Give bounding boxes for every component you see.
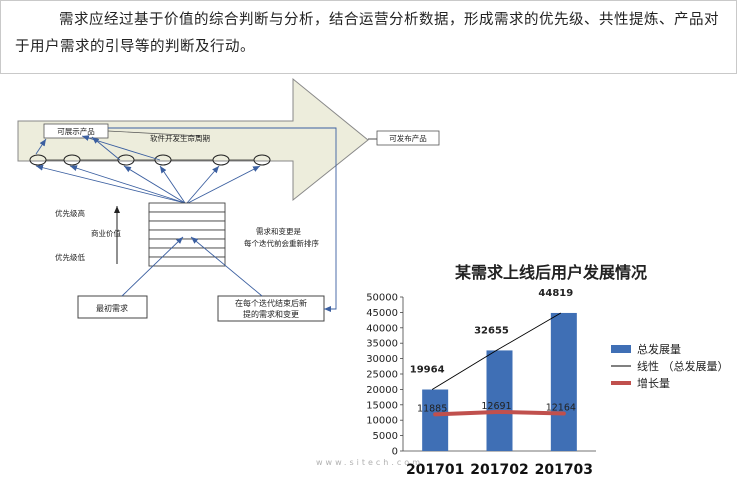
lifecycle-diagram: 可展示产品 软件开发生命周期 可发布产品 <box>17 77 440 322</box>
chart-title: 某需求上线后用户发展情况 <box>454 263 647 282</box>
chart-x-tick-labels: 201701 201702 201703 <box>406 462 593 478</box>
watermark: www.sitech.com <box>316 458 423 467</box>
bar-value-label: 19964 <box>410 365 445 376</box>
growth-value-label: 12164 <box>546 403 576 414</box>
x-tick-label: 201701 <box>406 462 464 478</box>
lifecycle-label: 软件开发生命周期 <box>150 133 210 143</box>
priority-high-label: 优先级高 <box>55 208 85 218</box>
y-tick-label: 45000 <box>366 308 398 319</box>
new-to-backlog-arrow <box>190 236 263 297</box>
y-tick-label: 50000 <box>366 293 398 304</box>
bar-value-label: 32655 <box>474 325 509 336</box>
initial-requirements-label: 最初需求 <box>96 303 128 313</box>
new-requirements-line1: 在每个迭代结束后新 <box>235 298 307 308</box>
growth-value-label: 12691 <box>481 401 511 412</box>
legend-label: 增长量 <box>637 376 670 390</box>
feedback-arrow-top <box>35 138 47 155</box>
bar-201701 <box>422 389 449 451</box>
bar-201703 <box>550 312 577 451</box>
initial-requirements-box <box>77 295 148 319</box>
change-note-line1: 需求和变更是 <box>256 226 301 236</box>
chart-lines <box>431 312 566 417</box>
deployable-product-label: 可展示产品 <box>57 126 95 136</box>
change-note-line2: 每个迭代前会重新排序 <box>244 238 319 248</box>
releasable-product-box <box>376 130 440 146</box>
priority-low-label: 优先级低 <box>55 252 85 262</box>
new-requirements-line2: 提的需求和变更 <box>243 309 299 319</box>
y-tick-label: 0 <box>392 447 398 458</box>
new-requirements-box <box>217 295 325 322</box>
y-tick-label: 25000 <box>366 370 398 381</box>
legend-swatch-bar <box>611 345 631 353</box>
y-tick-label: 35000 <box>366 339 398 350</box>
intro-paragraph: 需求应经过基于价值的综合判断与分析，结合运营分析数据，形成需求的优先级、共性提炼… <box>15 7 727 61</box>
releasable-product-label: 可发布产品 <box>389 133 427 143</box>
chart-y-ticks: 0 5000 10000 15000 20000 25000 30000 35000 40000… <box>366 293 403 458</box>
y-tick-label: 40000 <box>366 323 398 334</box>
bar-201702 <box>486 350 513 451</box>
y-tick-label: 20000 <box>366 385 398 396</box>
legend-label: 线性 （总发展量） <box>637 359 729 373</box>
backlog-stack <box>148 202 226 267</box>
y-tick-label: 15000 <box>366 400 398 411</box>
growth-value-label: 11885 <box>417 403 447 414</box>
y-tick-label: 30000 <box>366 354 398 365</box>
x-tick-label: 201703 <box>535 462 593 478</box>
chart: 某需求上线后用户发展情况 0 5000 10000 15000 20000 25000 30… <box>366 263 728 478</box>
initial-to-backlog-arrow <box>121 236 184 297</box>
feedback-loop-line <box>108 127 337 312</box>
intro-paragraph-text: 需求应经过基于价值的综合判断与分析，结合运营分析数据，形成需求的优先级、共性提炼… <box>15 12 719 55</box>
bar-value-label: 44819 <box>538 288 573 299</box>
business-value-label: 商业价值 <box>91 228 121 238</box>
growth-line <box>433 409 566 417</box>
y-tick-label: 5000 <box>373 431 398 442</box>
legend-label: 总发展量 <box>637 342 681 356</box>
y-tick-label: 10000 <box>366 416 398 427</box>
chart-data-labels: 19964 32655 44819 11885 12691 12164 <box>410 288 576 414</box>
trend-line <box>431 312 562 390</box>
priority-fan-arrows <box>35 135 261 204</box>
x-tick-label: 201702 <box>470 462 528 478</box>
chart-bars <box>422 312 577 451</box>
deployable-link-line <box>107 130 201 137</box>
intro-paragraph-box: 需求应经过基于价值的综合判断与分析，结合运营分析数据，形成需求的优先级、共性提炼… <box>0 0 737 74</box>
